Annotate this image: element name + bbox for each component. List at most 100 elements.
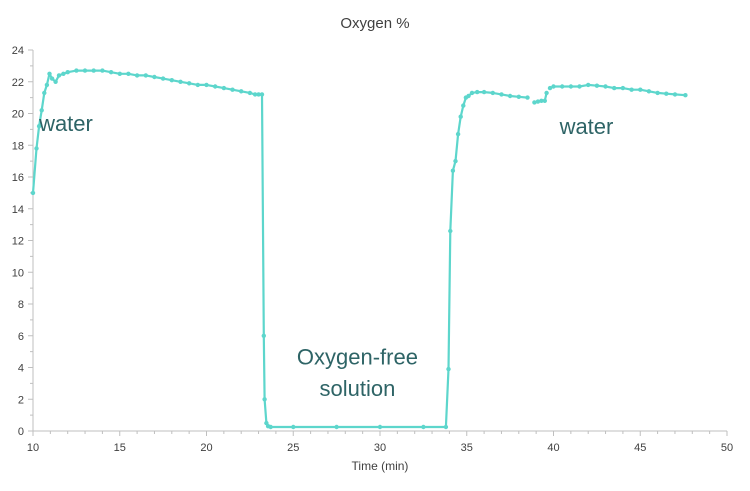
data-point [544,90,549,96]
data-point [252,92,258,97]
data-point [560,84,565,89]
data-point [42,90,47,96]
data-point [256,92,261,97]
y-tick-label: 4 [18,363,24,375]
data-point [516,94,521,100]
data-point [461,103,466,108]
x-tick-label: 35 [461,442,473,454]
y-tick-label: 6 [18,331,24,343]
data-point [262,397,267,402]
data-point [532,100,537,105]
data-point [91,68,96,73]
y-tick-label: 16 [12,172,24,184]
data-point [683,93,688,98]
data-point [39,108,44,113]
annotation-label: water [38,111,93,136]
y-tick-label: 20 [12,109,24,121]
x-tick-label: 25 [287,442,299,454]
data-point [49,76,55,81]
y-tick-label: 18 [12,140,24,152]
data-point [664,91,669,96]
data-point [36,124,42,129]
data-point [603,84,608,89]
y-tick-label: 10 [12,267,24,279]
annotation-label: solution [320,376,396,401]
data-point [44,82,50,88]
data-point [259,92,265,97]
chart-title: Oxygen % [340,15,409,32]
data-point [466,93,471,99]
x-tick-label: 40 [547,442,559,454]
data-point [30,190,36,196]
data-series-points [30,68,688,430]
data-point [152,74,157,80]
data-point [551,84,556,89]
data-point [475,89,480,95]
data-point [268,424,273,430]
data-point [134,73,140,78]
data-point [455,131,461,137]
x-tick-label: 45 [634,442,646,454]
data-point [586,82,591,88]
x-tick-label: 10 [27,442,39,454]
data-point [458,114,463,119]
data-point [47,71,52,77]
data-point [56,73,62,78]
data-point [82,68,88,73]
data-point [178,79,183,85]
data-point [542,98,547,104]
x-tick-label: 30 [374,442,386,454]
data-point [638,87,643,92]
y-tick-label: 0 [18,426,24,438]
data-point [535,99,541,104]
x-tick-label: 50 [721,442,733,454]
y-tick-label: 14 [12,204,24,216]
data-point [247,90,253,96]
data-point [672,92,678,97]
data-point [646,89,652,94]
annotation-label: water [559,114,614,139]
data-point [334,424,339,430]
data-point [448,228,453,234]
data-point [213,84,218,89]
data-point [629,87,634,92]
x-axis: 10 15 20 25 30 35 40 45 50 [27,430,733,454]
data-point [169,78,174,83]
data-point [74,68,79,73]
data-point [453,158,458,164]
data-point [34,146,39,151]
data-point [620,85,626,91]
data-point [469,90,475,96]
data-point [594,83,600,88]
x-tick-label: 15 [114,442,126,454]
data-point [126,71,131,77]
data-point [421,424,426,430]
data-point [195,82,200,88]
y-tick-label: 12 [12,236,24,248]
data-point [239,89,244,94]
data-point [117,71,123,77]
series-line-segment [31,69,528,429]
data-point [612,85,617,91]
x-tick-label: 20 [200,442,212,454]
chart-annotations: water Oxygen-free solution water [38,111,613,401]
data-point [577,84,582,89]
data-point [443,424,449,430]
y-tick-label: 22 [12,77,24,89]
y-tick-label: 8 [18,299,24,311]
data-point [377,424,383,430]
y-tick-label: 2 [18,394,24,406]
annotation-label: Oxygen-free [297,344,418,369]
data-point [291,424,296,430]
data-point [539,98,544,104]
data-point [204,82,209,88]
data-point [507,93,513,99]
data-point [61,71,66,77]
data-point [221,85,227,91]
data-point [525,95,530,100]
data-point [547,85,553,91]
data-point [53,79,58,85]
data-point [100,68,105,73]
